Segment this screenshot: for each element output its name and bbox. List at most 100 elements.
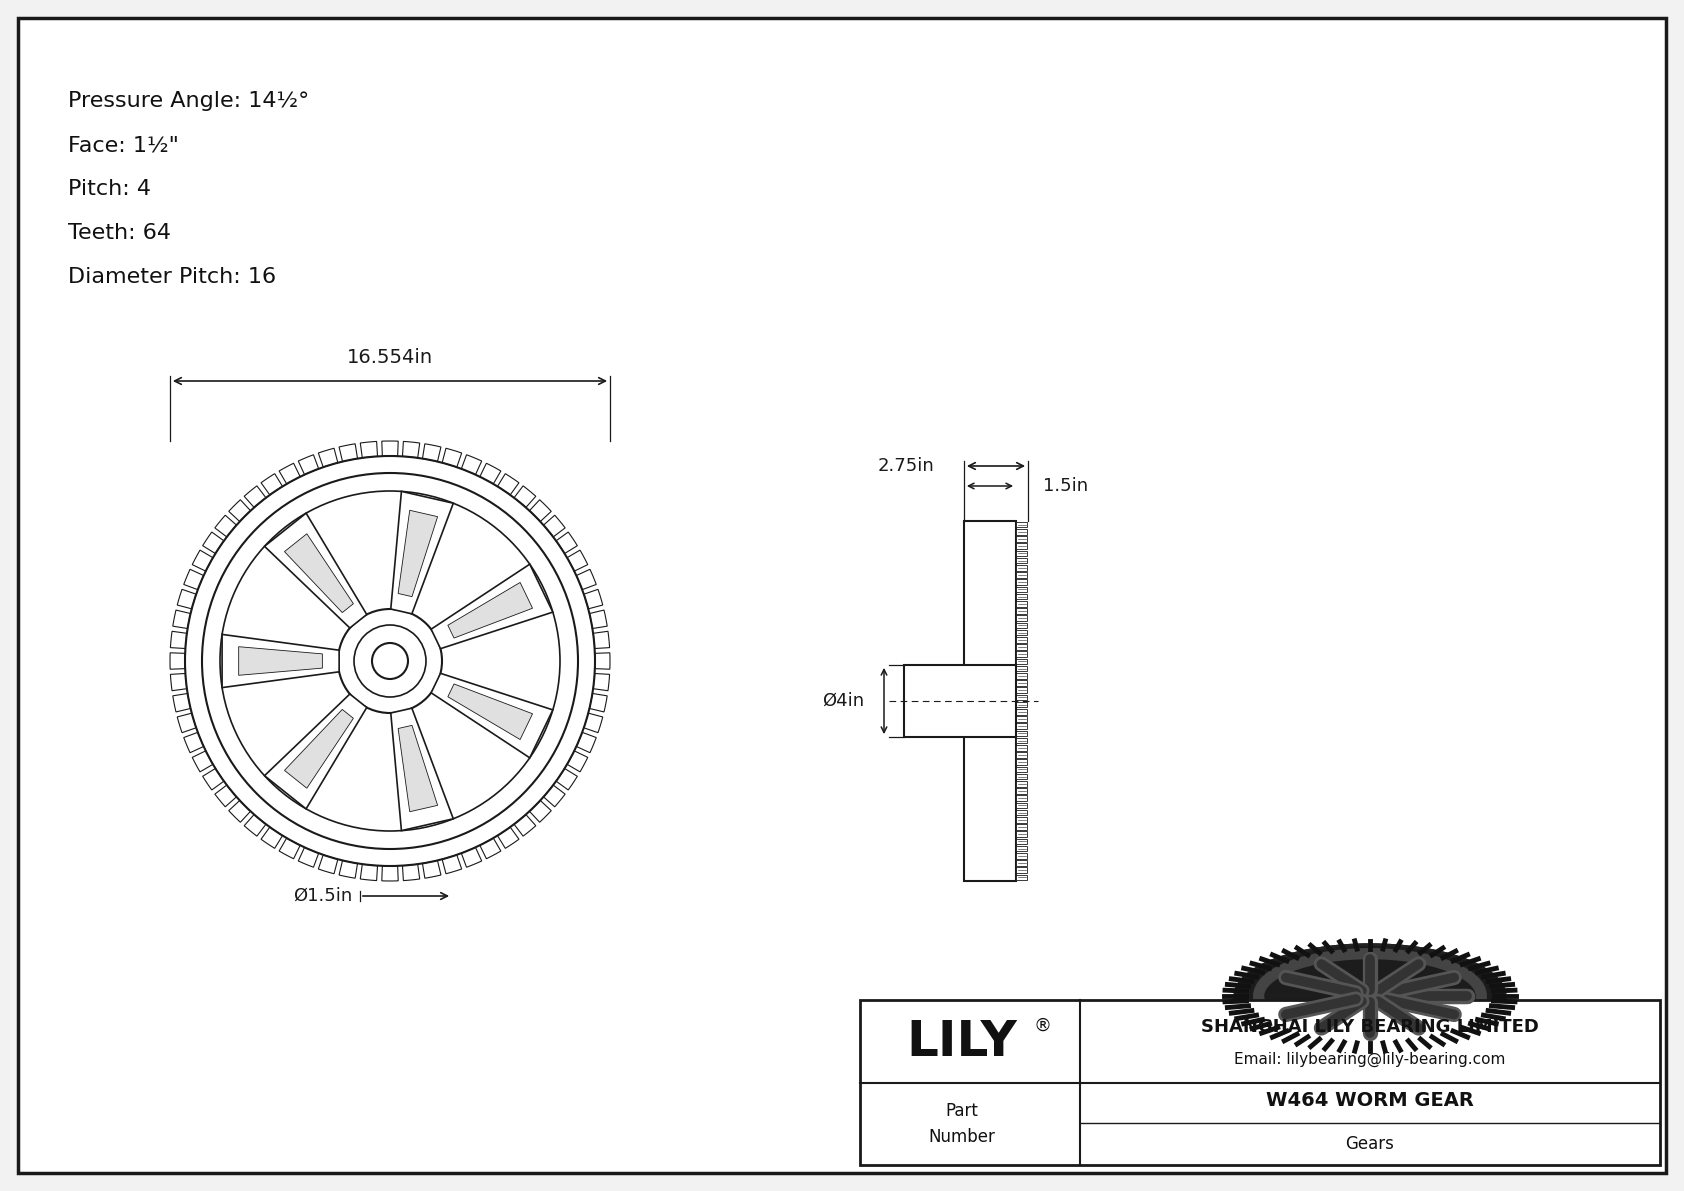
Polygon shape: [229, 800, 251, 822]
Bar: [1015, 846, 1027, 852]
Text: Ø1.5in: Ø1.5in: [293, 887, 352, 905]
Bar: [1015, 838, 1027, 844]
Bar: [904, 665, 1015, 737]
Text: ®: ®: [1032, 1016, 1051, 1035]
Polygon shape: [568, 550, 588, 572]
Bar: [1015, 630, 1027, 636]
Polygon shape: [423, 860, 441, 878]
Bar: [1015, 781, 1027, 786]
Polygon shape: [360, 865, 377, 880]
Polygon shape: [338, 860, 357, 878]
Bar: [1015, 810, 1027, 816]
Polygon shape: [192, 750, 212, 772]
Bar: [1015, 831, 1027, 837]
Polygon shape: [443, 855, 461, 874]
Bar: [1015, 874, 1027, 880]
Polygon shape: [202, 532, 224, 554]
Polygon shape: [593, 631, 610, 649]
Polygon shape: [448, 684, 532, 740]
Bar: [1015, 659, 1027, 665]
Bar: [1015, 579, 1027, 585]
Text: SHANGHAI LILY BEARING LIMITED: SHANGHAI LILY BEARING LIMITED: [1201, 1018, 1539, 1036]
Bar: [1015, 673, 1027, 679]
Polygon shape: [184, 569, 204, 590]
Polygon shape: [318, 448, 338, 467]
Polygon shape: [202, 768, 224, 790]
Bar: [1015, 529, 1027, 535]
Polygon shape: [480, 463, 500, 484]
Text: Teeth: 64: Teeth: 64: [67, 223, 172, 243]
Polygon shape: [170, 653, 185, 669]
Polygon shape: [529, 800, 551, 822]
Polygon shape: [556, 532, 578, 554]
Polygon shape: [584, 713, 603, 732]
Polygon shape: [173, 610, 190, 629]
Polygon shape: [264, 694, 367, 809]
Polygon shape: [298, 455, 318, 475]
Polygon shape: [556, 768, 578, 790]
Polygon shape: [397, 510, 438, 597]
Polygon shape: [173, 693, 190, 712]
Polygon shape: [338, 444, 357, 462]
Polygon shape: [593, 673, 610, 691]
Polygon shape: [285, 534, 354, 612]
Bar: [1015, 601, 1027, 606]
Ellipse shape: [1351, 989, 1389, 1003]
Polygon shape: [170, 673, 187, 691]
Bar: [1015, 860, 1027, 866]
Polygon shape: [170, 631, 187, 649]
Bar: [1015, 609, 1027, 613]
Polygon shape: [285, 710, 354, 788]
Polygon shape: [382, 441, 397, 456]
Polygon shape: [544, 785, 566, 806]
Polygon shape: [423, 444, 441, 462]
Polygon shape: [222, 635, 338, 687]
Bar: [1015, 723, 1027, 729]
Polygon shape: [216, 785, 236, 806]
Polygon shape: [216, 516, 236, 537]
Text: Pitch: 4: Pitch: 4: [67, 179, 152, 199]
Polygon shape: [514, 815, 536, 836]
Polygon shape: [443, 448, 461, 467]
Polygon shape: [261, 827, 283, 848]
Polygon shape: [280, 463, 300, 484]
Bar: [1015, 730, 1027, 736]
Polygon shape: [480, 838, 500, 859]
Polygon shape: [431, 565, 552, 649]
Polygon shape: [584, 590, 603, 609]
Polygon shape: [298, 847, 318, 867]
Text: LILY: LILY: [906, 1017, 1017, 1066]
Bar: [963, 520, 1015, 881]
Polygon shape: [576, 732, 596, 753]
Polygon shape: [402, 442, 419, 457]
Polygon shape: [461, 455, 482, 475]
Polygon shape: [264, 513, 367, 628]
Bar: [1015, 543, 1027, 549]
Polygon shape: [497, 474, 519, 495]
Bar: [1015, 788, 1027, 793]
Polygon shape: [318, 855, 338, 874]
Bar: [1015, 522, 1027, 528]
Polygon shape: [576, 569, 596, 590]
Polygon shape: [497, 827, 519, 848]
Text: Pressure Angle: 14½°: Pressure Angle: 14½°: [67, 91, 310, 111]
Polygon shape: [448, 582, 532, 638]
Polygon shape: [239, 647, 322, 675]
Bar: [1015, 746, 1027, 750]
Bar: [1015, 616, 1027, 621]
Bar: [1015, 767, 1027, 772]
Polygon shape: [391, 709, 453, 830]
Bar: [1015, 572, 1027, 578]
Text: Diameter Pitch: 16: Diameter Pitch: 16: [67, 267, 276, 287]
Bar: [1015, 536, 1027, 542]
Text: Part
Number: Part Number: [928, 1103, 995, 1146]
Bar: [1015, 853, 1027, 859]
Polygon shape: [184, 732, 204, 753]
Bar: [1015, 737, 1027, 743]
Text: 16.554in: 16.554in: [347, 348, 433, 367]
Text: Gears: Gears: [1346, 1135, 1394, 1153]
Bar: [1015, 687, 1027, 693]
Polygon shape: [402, 865, 419, 880]
Bar: [1015, 709, 1027, 715]
Polygon shape: [244, 486, 266, 507]
